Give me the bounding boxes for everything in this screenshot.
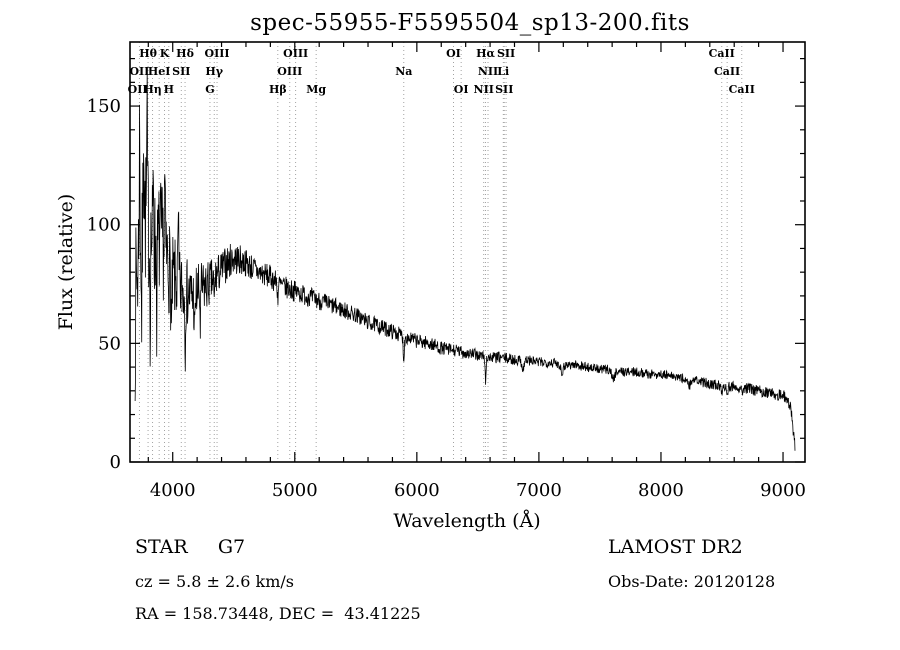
line-label: OIII — [205, 47, 230, 60]
line-label: Na — [395, 65, 412, 78]
x-axis-label: Wavelength (Å) — [393, 510, 541, 532]
object-class-label: STAR G7 — [135, 536, 246, 558]
line-label: OI — [446, 47, 461, 60]
line-label: CaII — [729, 83, 755, 96]
x-tick-label: 7000 — [516, 480, 562, 501]
line-label: SII — [497, 47, 515, 60]
cz-value: cz = 5.8 ± 2.6 km/s — [135, 572, 294, 591]
y-tick-label: 150 — [87, 96, 121, 117]
line-label: Hα — [476, 47, 495, 60]
obs-date: Obs-Date: 20120128 — [608, 572, 776, 591]
line-label: CaII — [709, 47, 735, 60]
y-tick-label: 0 — [110, 452, 121, 473]
line-label: Hβ — [269, 83, 287, 96]
line-label: NII — [478, 65, 498, 78]
x-tick-label: 8000 — [638, 480, 684, 501]
y-tick-label: 50 — [98, 333, 121, 354]
line-label: Hη — [143, 83, 161, 96]
line-label: OII — [129, 65, 149, 78]
line-label: Li — [497, 65, 509, 78]
line-label: Hδ — [176, 47, 194, 60]
line-label: OI — [454, 83, 469, 96]
x-tick-label: 4000 — [150, 480, 196, 501]
line-label: OIII — [277, 65, 302, 78]
x-tick-label: 9000 — [760, 480, 806, 501]
spectrum-line — [134, 67, 796, 451]
line-label: Hθ — [139, 47, 157, 60]
line-label: NII — [474, 83, 494, 96]
line-label: Hγ — [205, 65, 223, 78]
line-label: K — [160, 47, 170, 60]
line-label: OIII — [283, 47, 308, 60]
y-axis-label: Flux (relative) — [55, 193, 77, 331]
line-label: SII — [495, 83, 513, 96]
line-label: HeI — [148, 65, 171, 78]
line-label: Mg — [306, 83, 326, 96]
x-tick-label: 6000 — [394, 480, 440, 501]
survey-label: LAMOST DR2 — [608, 536, 743, 558]
line-label: H — [164, 83, 174, 96]
line-label: SII — [172, 65, 190, 78]
plot-title: spec-55955-F5595504_sp13-200.fits — [250, 10, 690, 36]
line-label: G — [205, 83, 214, 96]
line-label: CaII — [714, 65, 740, 78]
y-tick-label: 100 — [87, 215, 121, 236]
axis-frame — [129, 41, 806, 463]
ra-dec-coordinates: RA = 158.73448, DEC = 43.41225 — [135, 604, 421, 623]
x-tick-label: 5000 — [272, 480, 318, 501]
line-label: OII — [128, 83, 148, 96]
